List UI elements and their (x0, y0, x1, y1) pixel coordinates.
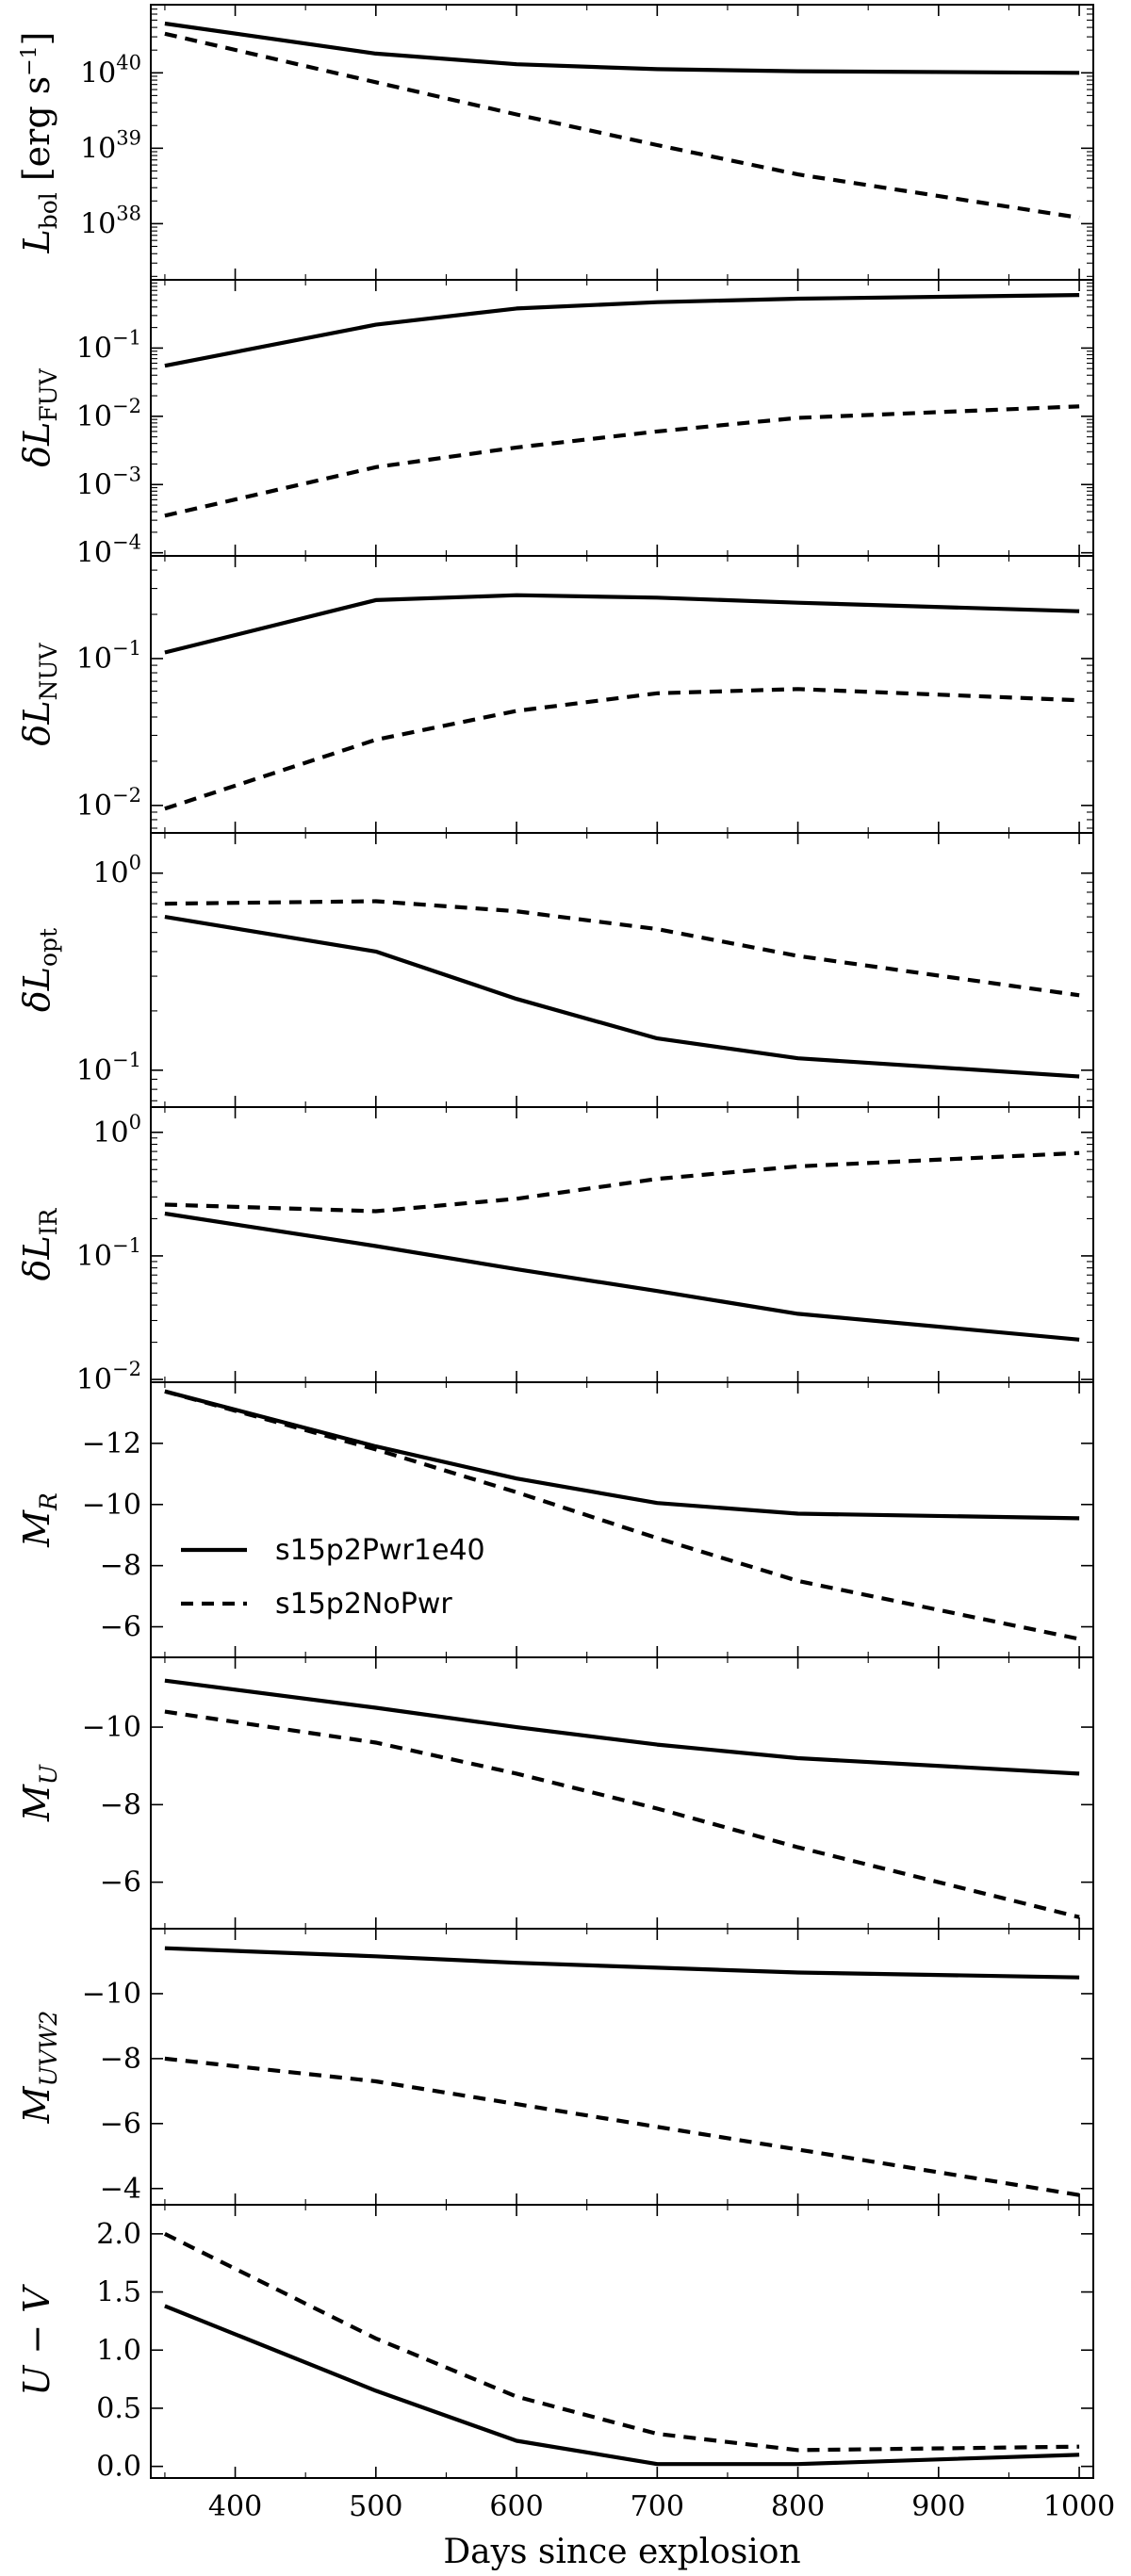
panel-dlopt: 10−1 100 δLopt (16, 832, 1094, 1108)
series-line-s15p2NoPwr (164, 1150, 1080, 1214)
series-line-s15p2Pwr1e40 (164, 1389, 1080, 1521)
y-tick-label: 1040 (80, 51, 141, 90)
series-line-s15p2NoPwr (164, 1389, 1080, 1641)
series-line-s15p2NoPwr (164, 31, 1080, 220)
y-tick-label: 1038 (80, 202, 141, 240)
y-tick-label: −10 (82, 1711, 141, 1744)
x-tick-label: 800 (771, 2490, 825, 2523)
y-tick-label: 10−1 (76, 637, 141, 676)
y-axis-label: Lbol [erg s−1] (16, 31, 62, 253)
series-line-s15p2Pwr1e40 (164, 915, 1080, 1079)
y-tick-label: 1.0 (96, 2334, 141, 2367)
y-tick-label: −12 (82, 1427, 141, 1460)
y-axis-label: MR (16, 1492, 62, 1548)
y-axis-label: δLFUV (16, 367, 62, 467)
y-tick-label: −10 (82, 1489, 141, 1522)
y-axis-label: MUVW2 (16, 2011, 62, 2125)
y-tick-label: −6 (100, 1611, 141, 1644)
panel-mr: −12 −10 −8 −6 MR s15p2Pwr1e40 s15p2NoPwr (16, 1381, 1094, 1658)
panel-mu: −10 −8 −6 MU (16, 1656, 1094, 1930)
panel-frame (150, 1106, 1094, 1383)
y-tick-label: −8 (100, 2043, 141, 2076)
series-line-s15p2Pwr1e40 (164, 593, 1080, 655)
panel-frame (150, 2204, 1094, 2479)
x-tick-label: 600 (489, 2490, 543, 2523)
panel-dlir: 10−2 10−1 100 δLIR (16, 1106, 1094, 1396)
y-tick-label: −6 (100, 2108, 141, 2141)
y-tick-label: −6 (100, 1867, 141, 1899)
panel-lbol: 1038 1039 1040 Lbol [erg s−1] (16, 4, 1094, 281)
y-tick-label: 100 (92, 852, 141, 890)
panel-muvw2: −10 −8 −6 −4 MUVW2 (16, 1928, 1094, 2206)
series-line-s15p2Pwr1e40 (164, 21, 1080, 75)
y-axis-label: δLNUV (16, 642, 62, 745)
y-tick-label: 10−1 (76, 326, 141, 365)
x-tick-label: 400 (208, 2490, 262, 2523)
y-axis-label: δLopt (16, 928, 62, 1012)
y-tick-label: −4 (100, 2173, 141, 2206)
y-tick-label: 10−1 (76, 1234, 141, 1273)
series-line-s15p2Pwr1e40 (164, 293, 1080, 368)
y-axis-label: MU (16, 1764, 62, 1822)
y-tick-label: 1.5 (96, 2276, 141, 2309)
y-tick-label: −8 (100, 1550, 141, 1583)
panel-frame (150, 1928, 1094, 2206)
series-line-s15p2NoPwr (164, 899, 1080, 998)
series-line-s15p2NoPwr (164, 404, 1080, 518)
y-tick-label: 10−2 (76, 784, 141, 823)
legend: s15p2Pwr1e40 s15p2NoPwr (181, 1534, 485, 1621)
y-tick-label: 2.0 (96, 2218, 141, 2251)
series-line-s15p2Pwr1e40 (164, 2304, 1080, 2467)
y-tick-label: 10−1 (76, 1049, 141, 1087)
panel-frame (150, 4, 1094, 281)
series-line-s15p2NoPwr (163, 2232, 1080, 2453)
x-axis-label: Days since explosion (443, 2533, 800, 2571)
legend-entry: s15p2NoPwr (275, 1588, 452, 1621)
y-tick-label: 10−4 (76, 531, 141, 570)
series-line-s15p2Pwr1e40 (164, 1211, 1080, 1342)
series-line-s15p2NoPwr (164, 2056, 1080, 2197)
y-tick-label: 0.0 (96, 2451, 141, 2484)
y-tick-label: 1039 (80, 126, 141, 165)
panel-dlfuv: 10−4 10−3 10−2 10−1 δLFUV (16, 279, 1094, 570)
y-tick-label: −10 (82, 1978, 141, 2011)
x-tick-label: 900 (911, 2490, 965, 2523)
series-line-s15p2Pwr1e40 (164, 1678, 1080, 1776)
y-tick-label: 0.5 (96, 2392, 141, 2425)
y-tick-label: 10−3 (76, 463, 141, 501)
y-axis-label: δLIR (16, 1207, 62, 1280)
panel-frame (150, 832, 1094, 1108)
series-line-s15p2NoPwr (164, 1709, 1080, 1919)
y-tick-label: 10−2 (76, 1358, 141, 1396)
legend-entry: s15p2Pwr1e40 (275, 1534, 485, 1567)
x-tick-label: 700 (631, 2490, 684, 2523)
series-line-s15p2Pwr1e40 (164, 1946, 1080, 1980)
panel-dlnuv: 10−2 10−1 δLNUV (16, 555, 1094, 834)
y-tick-label: 100 (92, 1111, 141, 1149)
y-tick-label: −8 (100, 1788, 141, 1821)
panel-frame (150, 279, 1094, 557)
series-line-s15p2NoPwr (164, 687, 1080, 811)
x-tick-label: 1000 (1043, 2490, 1115, 2523)
x-tick-label: 500 (349, 2490, 402, 2523)
y-tick-label: 10−2 (76, 395, 141, 433)
y-axis-label: U − V (16, 2284, 57, 2396)
panel-uv: 0.0 0.5 1.0 1.5 2.0 U − V (16, 2204, 1094, 2484)
